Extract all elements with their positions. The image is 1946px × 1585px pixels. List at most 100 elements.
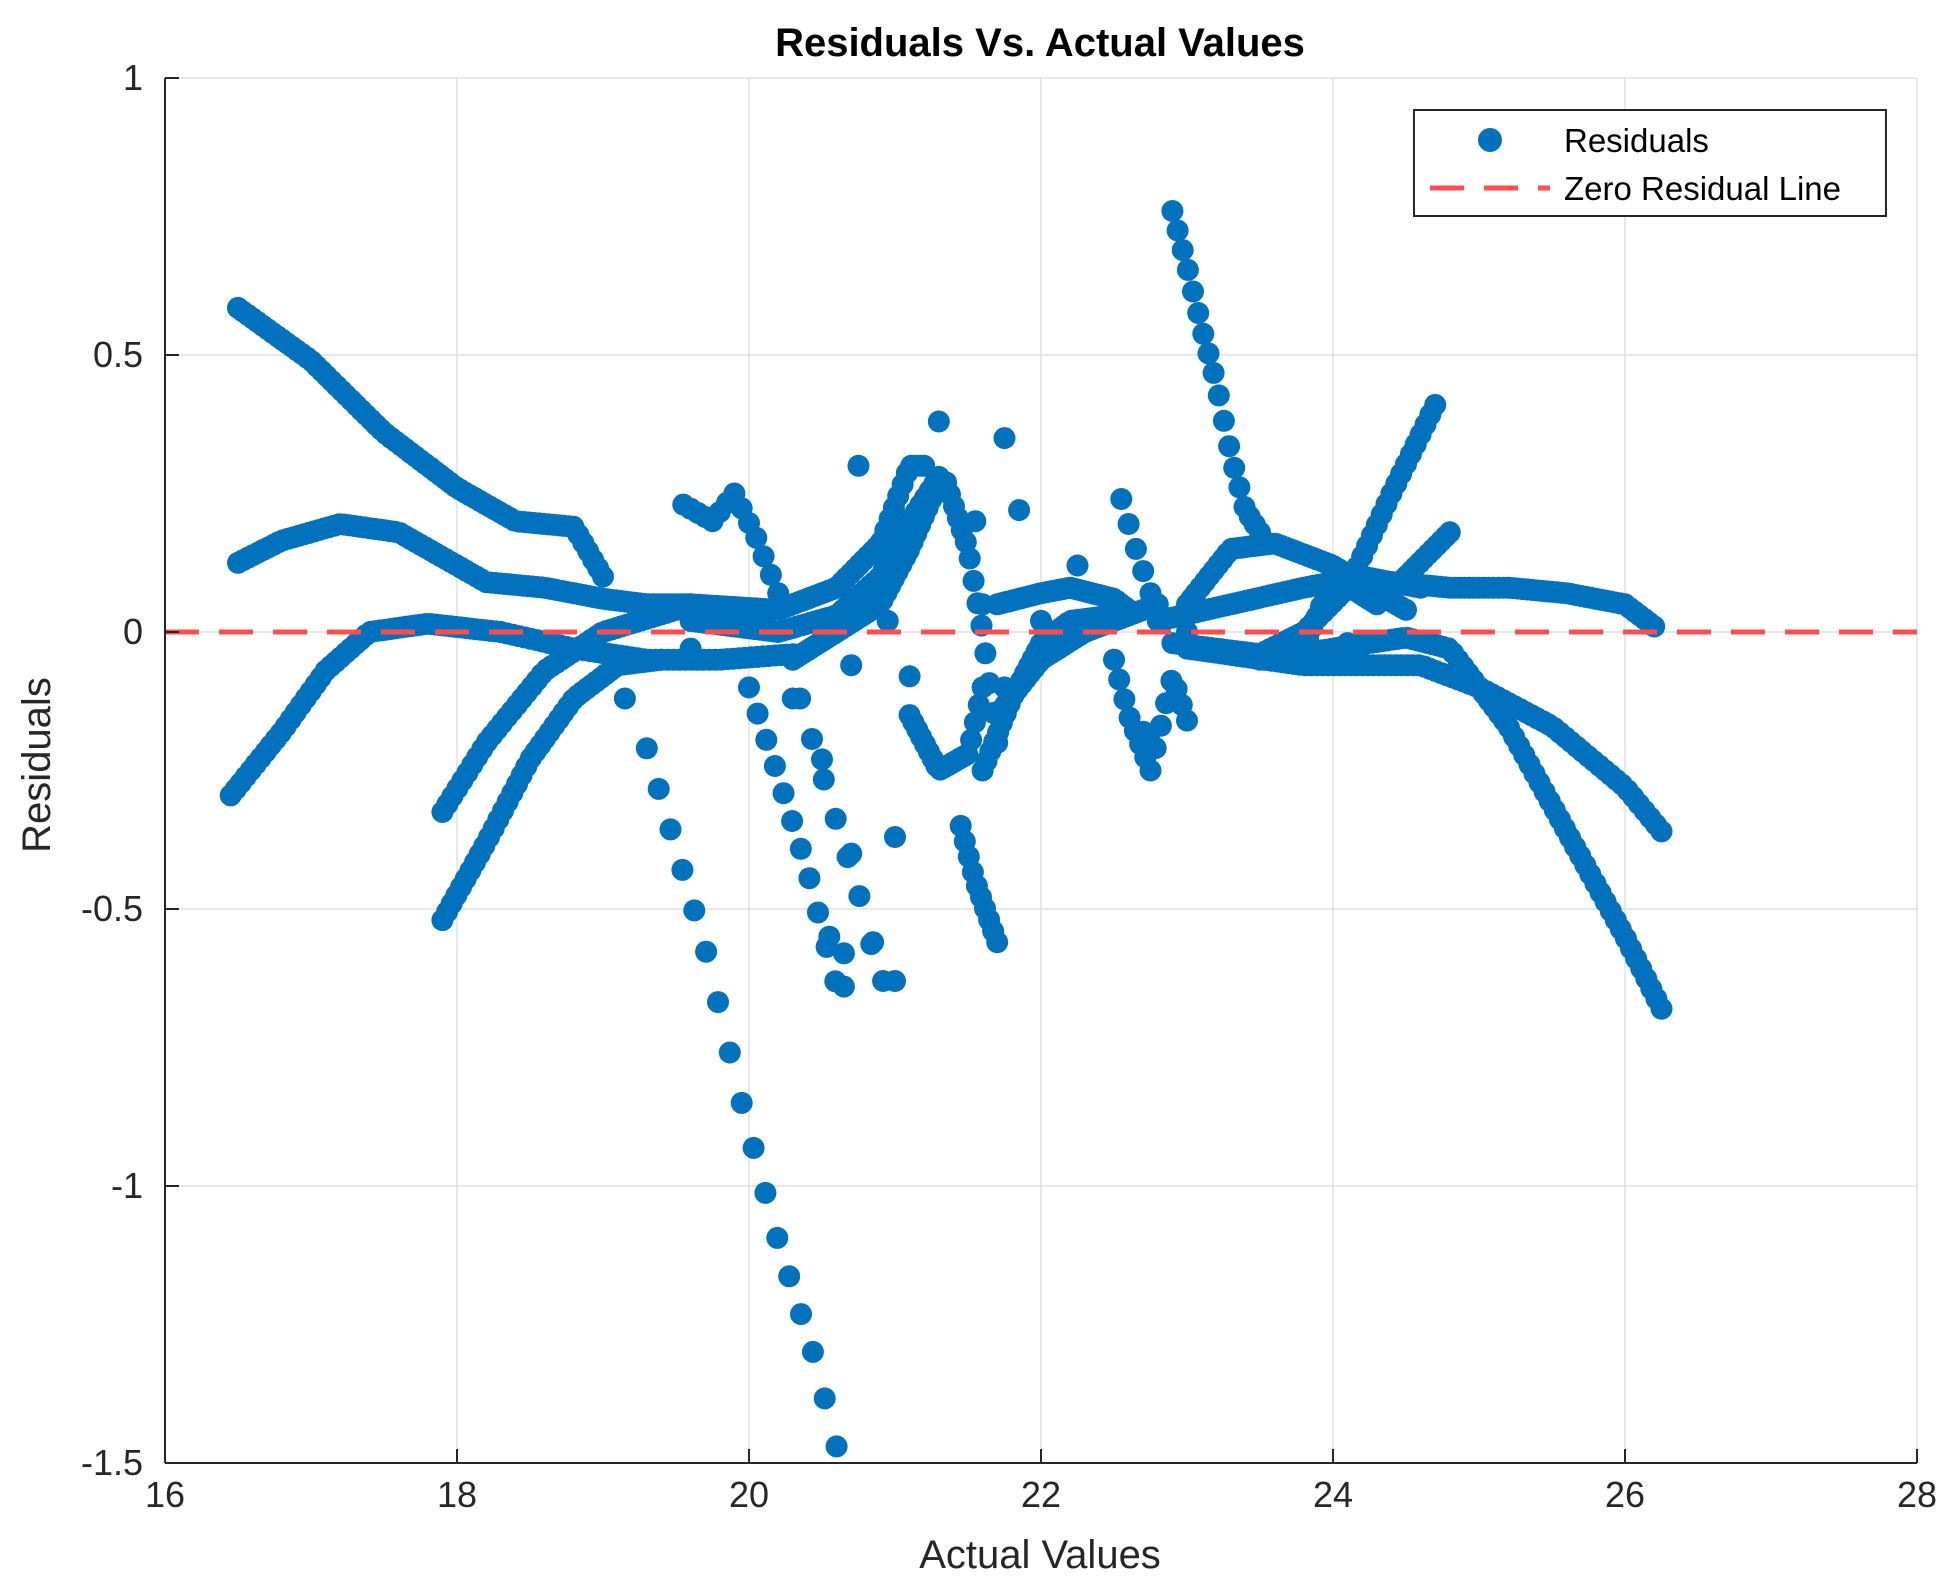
x-tick-label-6: 28 [1897, 1474, 1937, 1515]
x-tick-label-0: 16 [145, 1474, 185, 1515]
x-tick-label-5: 26 [1605, 1474, 1645, 1515]
residual-point [801, 1340, 824, 1363]
y-tick-label-1: 0.5 [93, 334, 143, 375]
residual-point [790, 1303, 812, 1326]
residual-point [781, 810, 804, 832]
residual-point [1132, 560, 1155, 583]
residual-point [807, 901, 829, 924]
residual-point [778, 1265, 801, 1288]
residual-point [1149, 714, 1172, 737]
residual-point [884, 826, 906, 848]
residual-point [963, 711, 986, 734]
residual-point [824, 807, 847, 830]
residual-point [1197, 342, 1220, 365]
scatter-points [219, 200, 1673, 1458]
residual-point [974, 642, 997, 665]
residual-point [848, 885, 871, 908]
residual-point [840, 654, 863, 677]
residual-point [718, 1041, 741, 1064]
residual-point [954, 531, 977, 554]
residual-point [927, 410, 950, 433]
x-tick-label-1: 18 [437, 1474, 477, 1515]
residual-point [993, 676, 1016, 699]
residual-point [647, 777, 670, 800]
residual-point [964, 510, 987, 533]
residual-point [738, 676, 760, 699]
residual-point [1008, 499, 1031, 522]
residual-point [801, 728, 823, 750]
residual-point [1650, 820, 1673, 843]
x-axis-title: Actual Values [919, 1533, 1161, 1577]
y-tick-label-0: 1 [123, 57, 143, 98]
residual-point [958, 547, 981, 570]
x-tick-label-2: 20 [729, 1474, 769, 1515]
residual-point [763, 755, 786, 777]
residual-point [745, 526, 768, 549]
residual-point [825, 1435, 848, 1458]
residual-point [1223, 456, 1246, 479]
residual-point [986, 931, 1009, 954]
residual-point [812, 768, 835, 791]
residual-point [832, 942, 855, 965]
axes [164, 77, 1918, 1464]
y-tick-label-2: 0 [123, 611, 143, 652]
residual-point [752, 545, 775, 568]
residual-point [1228, 476, 1251, 499]
residual-point [1218, 435, 1241, 458]
residual-point [755, 728, 778, 751]
residual-point [840, 842, 863, 865]
residual-point [707, 991, 729, 1014]
y-tick-label-4: -1 [111, 1165, 143, 1206]
legend-residuals-label: Residuals [1564, 122, 1709, 159]
residual-point [742, 1136, 765, 1159]
residual-point [898, 665, 921, 688]
residual-point [960, 728, 983, 751]
residual-point [1182, 280, 1204, 303]
residual-point [671, 858, 694, 881]
residual-point [781, 687, 804, 710]
residual-point [1202, 361, 1225, 384]
legend: Residuals Zero Residual Line [1413, 109, 1887, 217]
residual-point [813, 1387, 836, 1410]
residual-point [1166, 219, 1189, 242]
residual-point [818, 925, 841, 948]
residual-point [1176, 709, 1198, 732]
residual-point [592, 565, 614, 588]
residual-point [1066, 554, 1089, 577]
legend-residuals-marker [1478, 128, 1502, 152]
residual-point [766, 1226, 789, 1249]
y-tick-label-3: -0.5 [81, 888, 143, 929]
residual-point [1117, 513, 1140, 535]
residual-point [679, 637, 702, 660]
residual-point [1110, 488, 1133, 510]
residual-point [847, 454, 870, 477]
x-tick-label-3: 22 [1021, 1474, 1061, 1515]
residual-point [1176, 258, 1199, 281]
residual-point [862, 931, 885, 954]
residual-point [993, 427, 1016, 450]
residual-point [659, 818, 682, 841]
residual-point [1187, 302, 1210, 324]
residual-point [613, 687, 636, 710]
residual-point [884, 970, 906, 992]
residual-point [730, 1091, 753, 1114]
residual-point [1113, 688, 1136, 711]
residual-point [876, 609, 899, 632]
y-axis-title: Residuals [15, 677, 59, 853]
residual-point [811, 748, 833, 771]
residual-point [789, 837, 812, 860]
residual-point [971, 593, 994, 616]
residual-point [1336, 632, 1359, 655]
residual-point [1108, 668, 1131, 691]
tick-labels: 16 18 20 22 24 26 28 1 0.5 0 -0.5 -1 -1.5 [81, 57, 1937, 1515]
residual-point [650, 648, 673, 671]
residual-point [1139, 731, 1162, 754]
residual-point [754, 1181, 777, 1204]
residual-point [962, 569, 985, 592]
residual-point [1207, 384, 1230, 407]
chart-title: Residuals Vs. Actual Values [775, 21, 1305, 65]
legend-zero-line-label: Zero Residual Line [1564, 170, 1841, 207]
residual-point [635, 737, 658, 760]
